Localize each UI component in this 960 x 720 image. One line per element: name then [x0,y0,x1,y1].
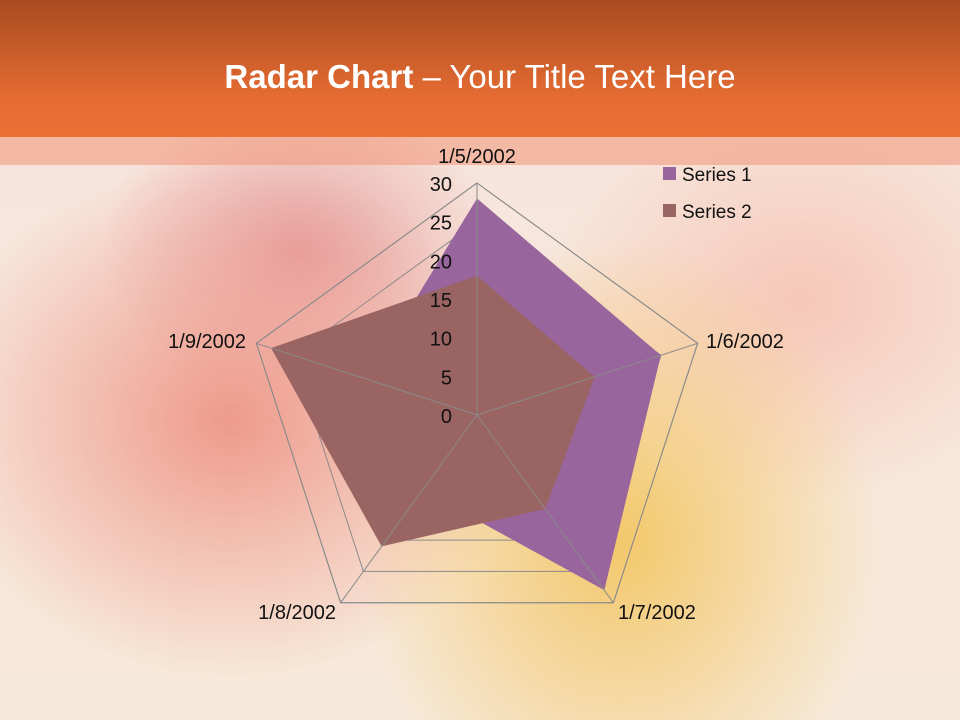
category-label: 1/5/2002 [438,146,516,168]
header-band [0,137,960,165]
tick-label: 25 [430,213,452,235]
title-rest: – Your Title Text Here [413,58,736,95]
category-label: 1/9/2002 [168,331,246,353]
category-label: 1/8/2002 [258,602,336,624]
legend-label: Series 2 [682,202,752,223]
tick-label: 30 [430,174,452,196]
tick-label: 5 [441,367,452,389]
axis-spoke [476,414,614,603]
title-bar [0,0,960,137]
legend-label: Series 1 [682,165,752,186]
tick-label: 10 [430,329,452,351]
category-label: 1/7/2002 [618,602,696,624]
tick-label: 0 [441,406,452,428]
series-area-2 [271,275,595,547]
legend-swatch [663,204,676,217]
axis-spoke [256,342,478,416]
legend-swatch [663,167,676,180]
axis-spoke [340,414,478,603]
grid-ring-outer [255,182,699,604]
category-label: 1/6/2002 [706,331,784,353]
tick-label: 20 [430,251,452,273]
tick-label: 15 [430,290,452,312]
slide-title: Radar Chart – Your Title Text Here [0,58,960,96]
title-bold: Radar Chart [224,58,414,95]
axis-spoke [476,342,698,416]
